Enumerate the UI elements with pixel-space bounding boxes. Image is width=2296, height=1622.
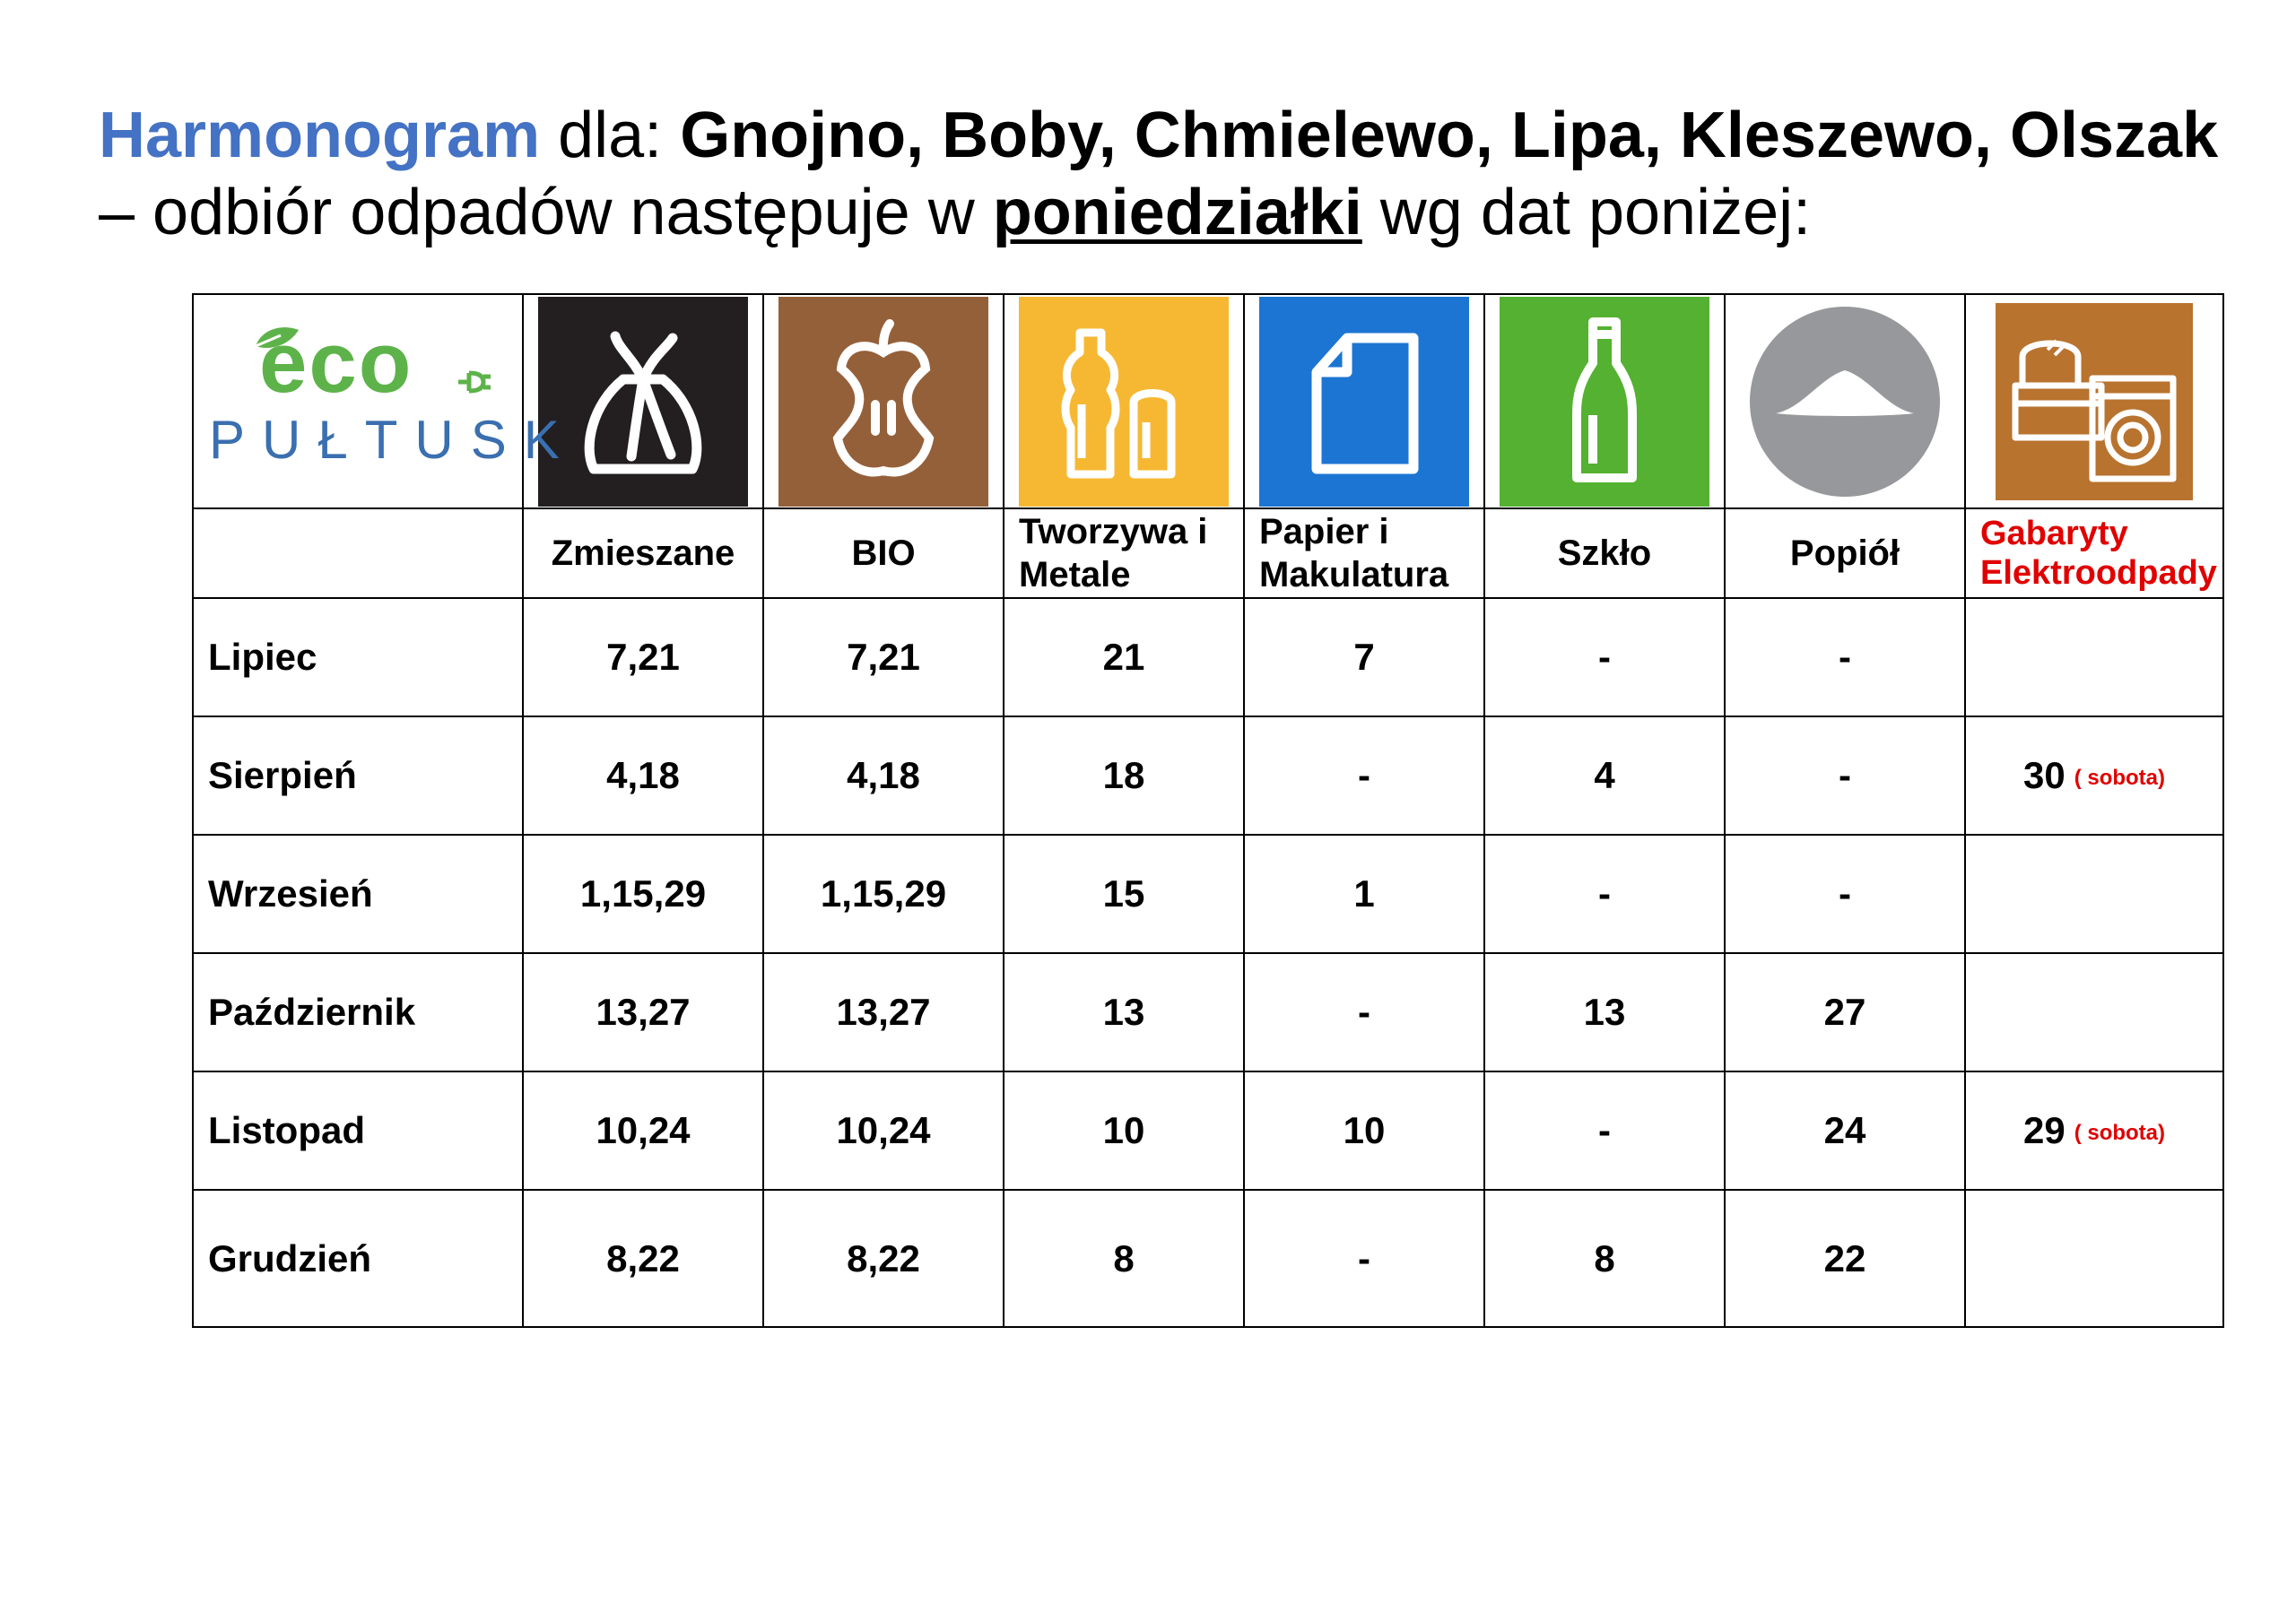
title-for: dla:	[540, 100, 681, 171]
value-cell: 7	[1243, 597, 1485, 717]
icon-cell-glass	[1483, 293, 1726, 509]
value-cell: -	[1243, 1189, 1485, 1328]
table-row: Listopad 10,24 10,24 10 10 - 24 29( sobo…	[192, 1071, 2224, 1191]
icon-cell-bulky	[1964, 293, 2224, 509]
value-cell: 7,21	[762, 597, 1004, 717]
value-cell: -	[1724, 834, 1966, 954]
value-cell: 18	[1003, 716, 1245, 836]
icon-cell-bio	[762, 293, 1004, 509]
month-cell: Październik	[192, 952, 524, 1072]
icon-cell-plastics	[1003, 293, 1245, 509]
title-pickup: – odbiór odpadów następuje w	[99, 177, 993, 248]
label-popiol: Popiół	[1724, 507, 1966, 599]
value-cell	[1964, 952, 2224, 1072]
bottle-can-icon	[1019, 296, 1229, 507]
value-cell: -	[1483, 597, 1726, 717]
label-row: Zmieszane BIO Tworzywa i Metale Papier i…	[192, 507, 2224, 599]
logo-city: PUŁTUSK	[209, 409, 577, 470]
value-cell: 8	[1003, 1189, 1245, 1328]
icon-cell-ash	[1724, 293, 1966, 509]
value-cell: 13,27	[762, 952, 1004, 1072]
value-cell: 13	[1483, 952, 1726, 1072]
month-cell: Listopad	[192, 1071, 524, 1191]
month-cell: Wrzesień	[192, 834, 524, 954]
value-cell: -	[1243, 952, 1485, 1072]
label-szklo: Szkło	[1483, 507, 1726, 599]
value-cell: 4	[1483, 716, 1726, 836]
table-row: Lipiec 7,21 7,21 21 7 - -	[192, 597, 2224, 717]
value-cell: 10	[1243, 1071, 1485, 1191]
value-cell: 4,18	[522, 716, 764, 836]
table-row: Grudzień 8,22 8,22 8 - 8 22	[192, 1189, 2224, 1328]
value-cell: 24	[1724, 1071, 1966, 1191]
page-title: Harmonogram dla: Gnojno, Boby, Chmielewo…	[99, 97, 2233, 251]
leaf-icon	[255, 326, 299, 348]
month-cell: Lipiec	[192, 597, 524, 717]
title-dates-below: wg dat poniżej:	[1361, 177, 1812, 248]
label-zmieszane: Zmieszane	[522, 507, 764, 599]
value-cell: 30( sobota)	[1964, 716, 2224, 836]
table-row: Październik 13,27 13,27 13 - 13 27	[192, 952, 2224, 1072]
table-row: Wrzesień 1,15,29 1,15,29 15 1 - -	[192, 834, 2224, 954]
paper-sheet-icon	[1259, 296, 1469, 507]
title-day: poniedziałki	[992, 177, 1362, 248]
value-cell: 10,24	[522, 1071, 764, 1191]
plug-icon	[458, 370, 491, 393]
ash-pile-icon	[1750, 306, 1940, 497]
month-cell: Grudzień	[192, 1189, 524, 1328]
label-bio: BIO	[762, 507, 1004, 599]
label-gabaryty: Gabaryty Elektroodpady	[1964, 507, 2224, 599]
month-cell: Sierpień	[192, 716, 524, 836]
eco-pultusk-logo: eco PUŁTUSK	[196, 312, 560, 491]
value-cell: -	[1724, 597, 1966, 717]
schedule-table: eco PUŁTUSK	[192, 293, 2224, 1328]
value-cell: 1,15,29	[762, 834, 1004, 954]
furniture-washer-icon	[1996, 302, 2193, 500]
value-cell: 7,21	[522, 597, 764, 717]
value-cell: -	[1243, 716, 1485, 836]
value-cell: 29( sobota)	[1964, 1071, 2224, 1191]
value-cell	[1964, 834, 2224, 954]
value-cell: 22	[1724, 1189, 1966, 1328]
value-cell: 15	[1003, 834, 1245, 954]
value-cell: 4,18	[762, 716, 1004, 836]
logo-cell: eco PUŁTUSK	[192, 293, 560, 509]
value-cell: 13	[1003, 952, 1245, 1072]
value-cell	[1964, 1189, 2224, 1328]
logo-eco: eco	[259, 314, 413, 411]
icon-row: eco PUŁTUSK	[192, 293, 2224, 509]
value-cell: 10,24	[762, 1071, 1004, 1191]
value-cell: 1	[1243, 834, 1485, 954]
value-cell: -	[1483, 834, 1726, 954]
value-cell: 8,22	[762, 1189, 1004, 1328]
value-cell: -	[1724, 716, 1966, 836]
value-cell: 8,22	[522, 1189, 764, 1328]
value-cell: 8	[1483, 1189, 1726, 1328]
value-cell: 10	[1003, 1071, 1245, 1191]
value-cell	[1964, 597, 2224, 717]
saturday-note: ( sobota)	[2074, 765, 2166, 790]
label-papier: Papier i Makulatura	[1243, 507, 1485, 599]
value-cell: 27	[1724, 952, 1966, 1072]
value-cell: 1,15,29	[522, 834, 764, 954]
value-cell: 13,27	[522, 952, 764, 1072]
label-empty	[192, 507, 524, 599]
trash-bag-icon	[538, 296, 748, 507]
icon-cell-paper	[1243, 293, 1485, 509]
value-cell: -	[1483, 1071, 1726, 1191]
icon-cell-mixed	[522, 293, 764, 509]
label-tworzywa: Tworzywa i Metale	[1003, 507, 1245, 599]
saturday-note: ( sobota)	[2074, 1120, 2166, 1145]
title-villages: Gnojno, Boby, Chmielewo, Lipa, Kleszewo,…	[680, 100, 2219, 171]
table-row: Sierpień 4,18 4,18 18 - 4 - 30( sobota)	[192, 716, 2224, 836]
glass-bottle-icon	[1500, 296, 1709, 507]
value-cell: 21	[1003, 597, 1245, 717]
apple-core-icon	[778, 296, 988, 507]
title-harmonogram: Harmonogram	[99, 100, 541, 171]
